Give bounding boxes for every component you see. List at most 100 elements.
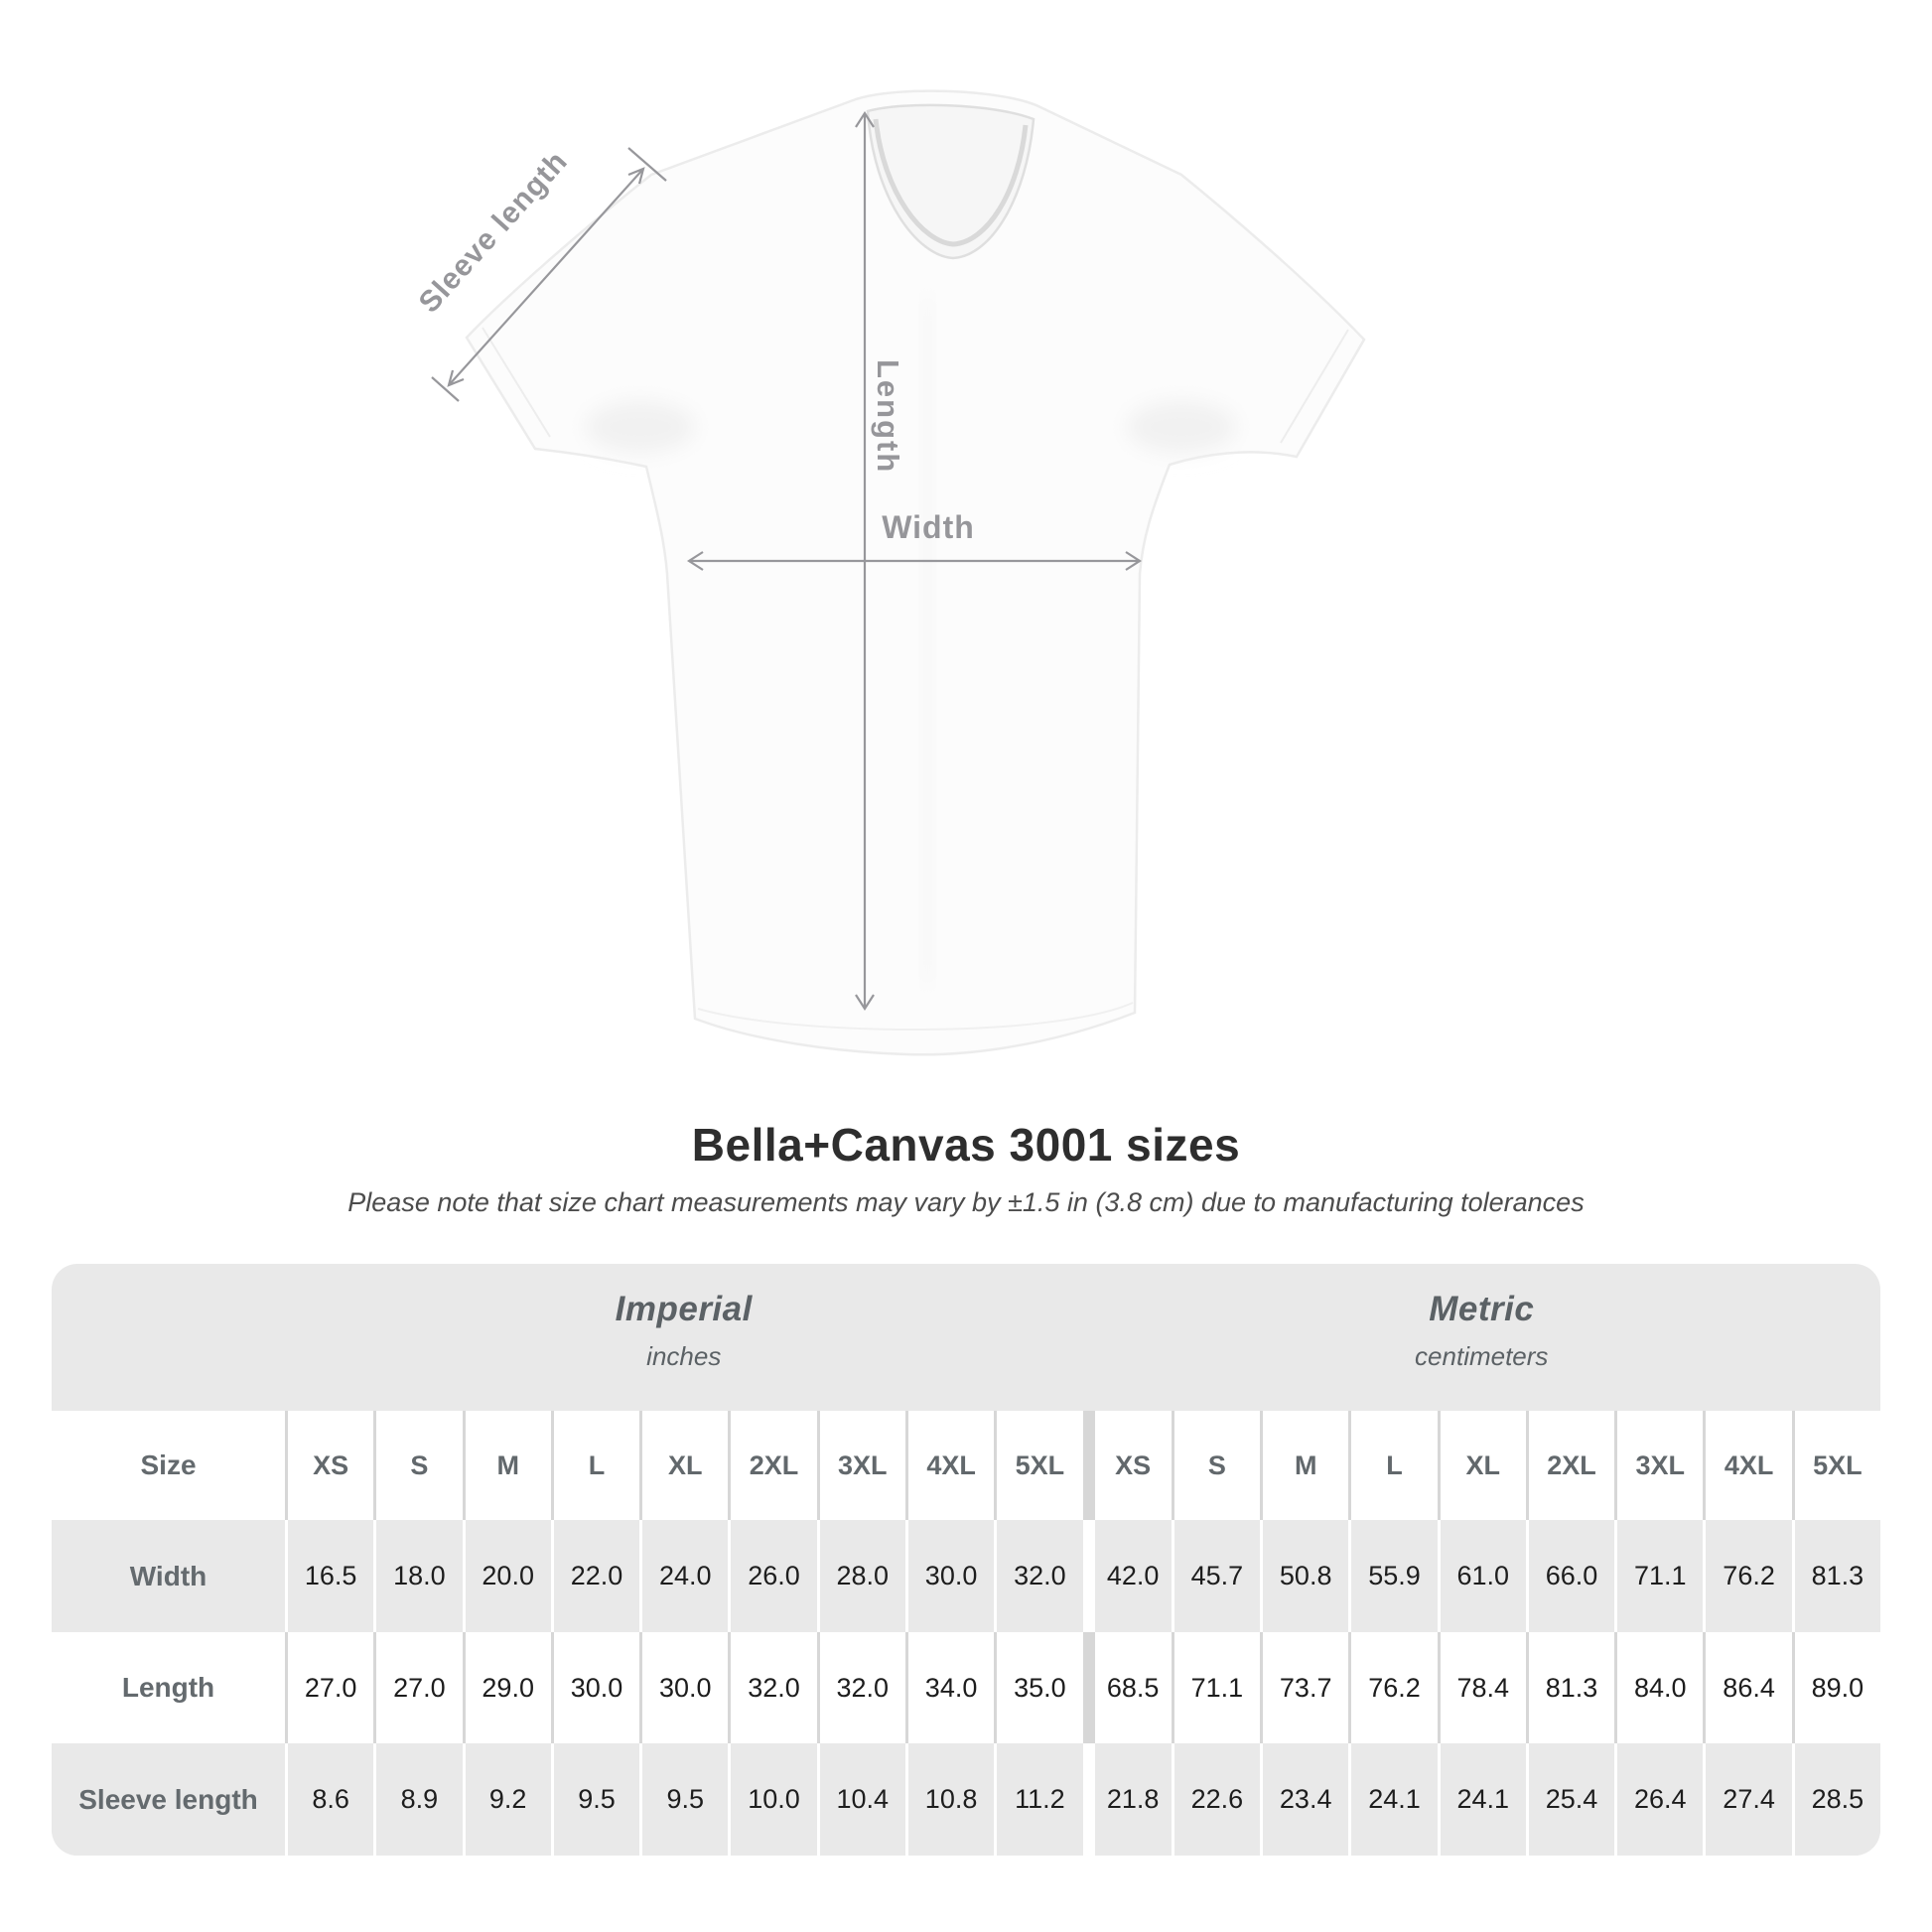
value-cell: 9.2 — [462, 1743, 551, 1856]
metric-unit: centimeters — [1415, 1341, 1549, 1371]
tshirt-diagram: Sleeve length Length Width — [413, 89, 1366, 1056]
unit-group-spacer — [52, 1264, 285, 1411]
length-label: Length — [871, 359, 905, 474]
column-header-metric-xl: XL — [1437, 1411, 1526, 1520]
value-cell: 25.4 — [1525, 1743, 1615, 1856]
column-header-metric-2xl: 2XL — [1525, 1411, 1615, 1520]
value-cell: 26.0 — [728, 1520, 817, 1632]
value-cell: 35.0 — [994, 1632, 1083, 1743]
unit-group-header: Imperial inches Metric centimeters — [52, 1264, 1880, 1411]
column-header-metric-m: M — [1260, 1411, 1349, 1520]
size-table: Imperial inches Metric centimeters Size X… — [52, 1264, 1880, 1856]
value-cell: 76.2 — [1348, 1632, 1438, 1743]
value-cell: 28.5 — [1791, 1743, 1880, 1856]
value-cell: 11.2 — [994, 1743, 1083, 1856]
column-header-metric-s: S — [1171, 1411, 1261, 1520]
value-cell: 30.0 — [904, 1520, 995, 1632]
value-cell: 24.1 — [1437, 1743, 1526, 1856]
value-cell: 27.4 — [1703, 1743, 1792, 1856]
value-cell: 76.2 — [1703, 1520, 1792, 1632]
value-cell: 16.5 — [285, 1520, 374, 1632]
column-header-imperial-2xl: 2XL — [728, 1411, 817, 1520]
row-label: Length — [52, 1632, 285, 1743]
value-cell: 45.7 — [1171, 1520, 1261, 1632]
value-cell: 71.1 — [1614, 1520, 1704, 1632]
width-label: Width — [882, 509, 975, 545]
value-cell: 22.0 — [550, 1520, 640, 1632]
value-cell: 26.4 — [1614, 1743, 1704, 1856]
column-header-imperial-5xl: 5XL — [994, 1411, 1083, 1520]
width-arrow — [686, 551, 1143, 571]
column-header-metric-xs: XS — [1082, 1411, 1172, 1520]
tshirt-body — [465, 89, 1366, 1056]
value-cell: 24.0 — [639, 1520, 729, 1632]
metric-title: Metric — [1429, 1290, 1535, 1328]
value-cell: 24.1 — [1348, 1743, 1438, 1856]
value-cell: 68.5 — [1082, 1632, 1172, 1743]
column-header-imperial-xs: XS — [285, 1411, 374, 1520]
value-cell: 29.0 — [462, 1632, 551, 1743]
value-cell: 71.1 — [1171, 1632, 1261, 1743]
sleeve-length-arrow — [431, 147, 667, 402]
page-title: Bella+Canvas 3001 sizes — [691, 1119, 1241, 1171]
value-cell: 10.0 — [728, 1743, 817, 1856]
tshirt-illustration: Sleeve length Length Width — [413, 89, 1366, 1056]
value-cell: 9.5 — [550, 1743, 640, 1856]
value-cell: 23.4 — [1260, 1743, 1349, 1856]
column-header-imperial-4xl: 4XL — [904, 1411, 995, 1520]
metric-group-header: Metric centimeters — [1083, 1264, 1881, 1411]
value-cell: 86.4 — [1703, 1632, 1792, 1743]
size-grid: Size XS S M L XL 2XL 3XL 4XL 5XL XS S M L XL 2XL 3XL 4XL 5… — [52, 1411, 1880, 1856]
collar-inner-shadow — [873, 118, 1029, 247]
value-cell: 28.0 — [816, 1520, 905, 1632]
value-cell: 32.0 — [728, 1632, 817, 1743]
value-cell: 78.4 — [1437, 1632, 1526, 1743]
value-cell: 30.0 — [639, 1632, 729, 1743]
value-cell: 84.0 — [1614, 1632, 1704, 1743]
value-cell: 10.8 — [904, 1743, 995, 1856]
value-cell: 30.0 — [550, 1632, 640, 1743]
right-cuff-seam — [1280, 329, 1349, 444]
column-header-imperial-s: S — [373, 1411, 463, 1520]
shading-left-underarm — [586, 401, 695, 453]
value-cell: 32.0 — [994, 1520, 1083, 1632]
value-cell: 55.9 — [1348, 1520, 1438, 1632]
value-cell: 21.8 — [1082, 1743, 1172, 1856]
column-header-metric-4xl: 4XL — [1703, 1411, 1792, 1520]
value-cell: 10.4 — [816, 1743, 905, 1856]
column-header-metric-3xl: 3XL — [1614, 1411, 1704, 1520]
value-cell: 61.0 — [1437, 1520, 1526, 1632]
value-cell: 27.0 — [285, 1632, 374, 1743]
shading-right-underarm — [1127, 401, 1236, 453]
value-cell: 89.0 — [1791, 1632, 1880, 1743]
column-header-imperial-m: M — [462, 1411, 551, 1520]
column-header-imperial-l: L — [550, 1411, 640, 1520]
column-header-metric-5xl: 5XL — [1791, 1411, 1880, 1520]
left-cuff-seam — [482, 327, 551, 438]
hem-seam — [697, 1002, 1134, 1031]
value-cell: 81.3 — [1525, 1632, 1615, 1743]
value-cell: 66.0 — [1525, 1520, 1615, 1632]
value-cell: 8.6 — [285, 1743, 374, 1856]
value-cell: 18.0 — [373, 1520, 463, 1632]
tolerance-note: Please note that size chart measurements… — [347, 1187, 1585, 1217]
column-header-metric-l: L — [1348, 1411, 1438, 1520]
row-label: Width — [52, 1520, 285, 1632]
shading-center-crease — [923, 298, 932, 983]
value-cell: 22.6 — [1171, 1743, 1261, 1856]
column-header-imperial-3xl: 3XL — [816, 1411, 905, 1520]
value-cell: 73.7 — [1260, 1632, 1349, 1743]
value-cell: 8.9 — [373, 1743, 463, 1856]
value-cell: 81.3 — [1791, 1520, 1880, 1632]
size-corner-header: Size — [52, 1411, 285, 1520]
row-label: Sleeve length — [52, 1743, 285, 1856]
imperial-title: Imperial — [615, 1290, 753, 1328]
column-header-imperial-xl: XL — [639, 1411, 729, 1520]
value-cell: 50.8 — [1260, 1520, 1349, 1632]
value-cell: 42.0 — [1082, 1520, 1172, 1632]
value-cell: 32.0 — [816, 1632, 905, 1743]
value-cell: 20.0 — [462, 1520, 551, 1632]
imperial-unit: inches — [646, 1341, 722, 1371]
value-cell: 34.0 — [904, 1632, 995, 1743]
